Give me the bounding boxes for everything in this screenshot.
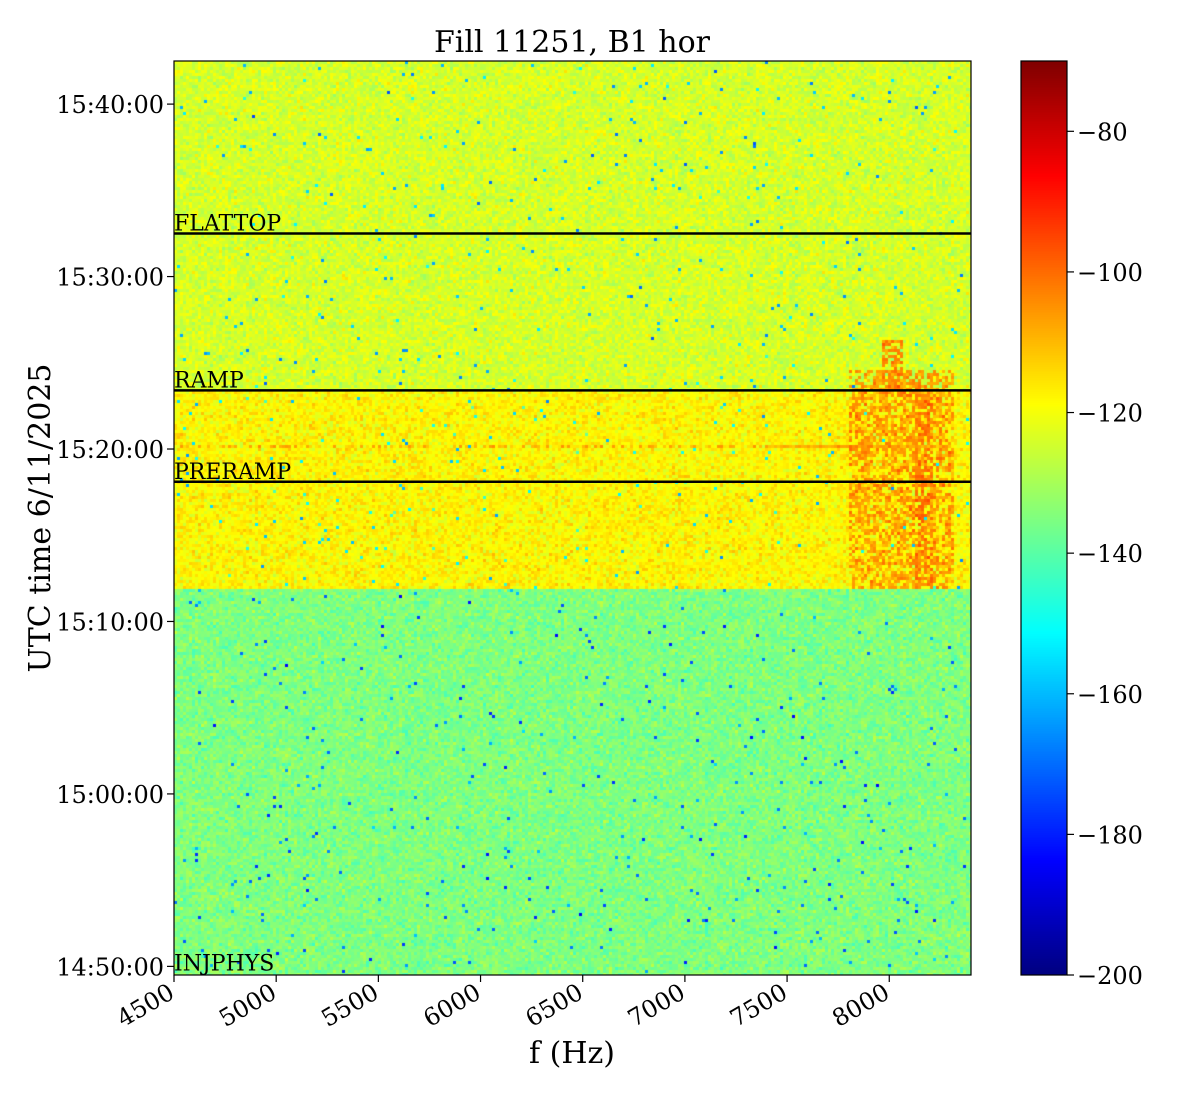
- y-tick-label: 15:30:00: [56, 264, 164, 292]
- colorbar: −80 −100 −120 −140 −160 −180 −200: [1020, 60, 1143, 990]
- colorbar-frame: [1020, 60, 1068, 976]
- colorbar-tick-label: −80: [1077, 118, 1128, 146]
- y-tick-label: 14:50:00: [56, 953, 164, 981]
- event-markers: INJPHYS PRERAMP RAMP FLATTOP: [174, 211, 971, 976]
- x-tick-label: 7500: [725, 978, 792, 1033]
- event-label-flattop: FLATTOP: [174, 211, 281, 236]
- y-axis: 14:50:00 15:00:00 15:10:00 15:20:00 15:30:00…: [56, 91, 174, 981]
- x-tick-label: 6500: [521, 978, 588, 1033]
- x-tick-label: 6000: [419, 978, 486, 1033]
- y-tick-label: 15:20:00: [56, 436, 164, 464]
- event-label-ramp: RAMP: [174, 368, 244, 393]
- plot-frame: [173, 60, 972, 976]
- x-axis: 4500 5000 5500 6000 6500 7000 7500 8000: [112, 975, 894, 1033]
- colorbar-tick-label: −100: [1077, 259, 1143, 287]
- x-tick-label: 4500: [112, 978, 179, 1033]
- x-tick-label: 7000: [623, 978, 690, 1033]
- x-tick-label: 8000: [827, 978, 894, 1033]
- chart-title: Fill 11251, B1 hor: [434, 25, 711, 60]
- colorbar-tick-label: −200: [1077, 962, 1143, 990]
- x-axis-label: f (Hz): [529, 1036, 615, 1071]
- colorbar-gradient: [1021, 61, 1067, 975]
- y-tick-label: 15:00:00: [56, 781, 164, 809]
- colorbar-tick-label: −120: [1077, 400, 1143, 428]
- y-tick-label: 15:40:00: [56, 91, 164, 119]
- y-tick-label: 15:10:00: [56, 608, 164, 636]
- colorbar-ticks: −80 −100 −120 −140 −160 −180 −200: [1067, 118, 1143, 990]
- y-axis-label: UTC time 6/11/2025: [23, 364, 58, 673]
- colorbar-tick-label: −180: [1077, 821, 1143, 849]
- event-label-preramp: PRERAMP: [174, 460, 291, 485]
- colorbar-tick-label: −160: [1077, 681, 1143, 709]
- event-label-injphys: INJPHYS: [174, 951, 274, 976]
- heatmap-plot-area: INJPHYS PRERAMP RAMP FLATTOP: [173, 60, 972, 976]
- x-tick-label: 5000: [214, 978, 281, 1033]
- colorbar-tick-label: −140: [1077, 540, 1143, 568]
- heatmap-image: [174, 61, 971, 975]
- x-tick-label: 5500: [316, 978, 383, 1033]
